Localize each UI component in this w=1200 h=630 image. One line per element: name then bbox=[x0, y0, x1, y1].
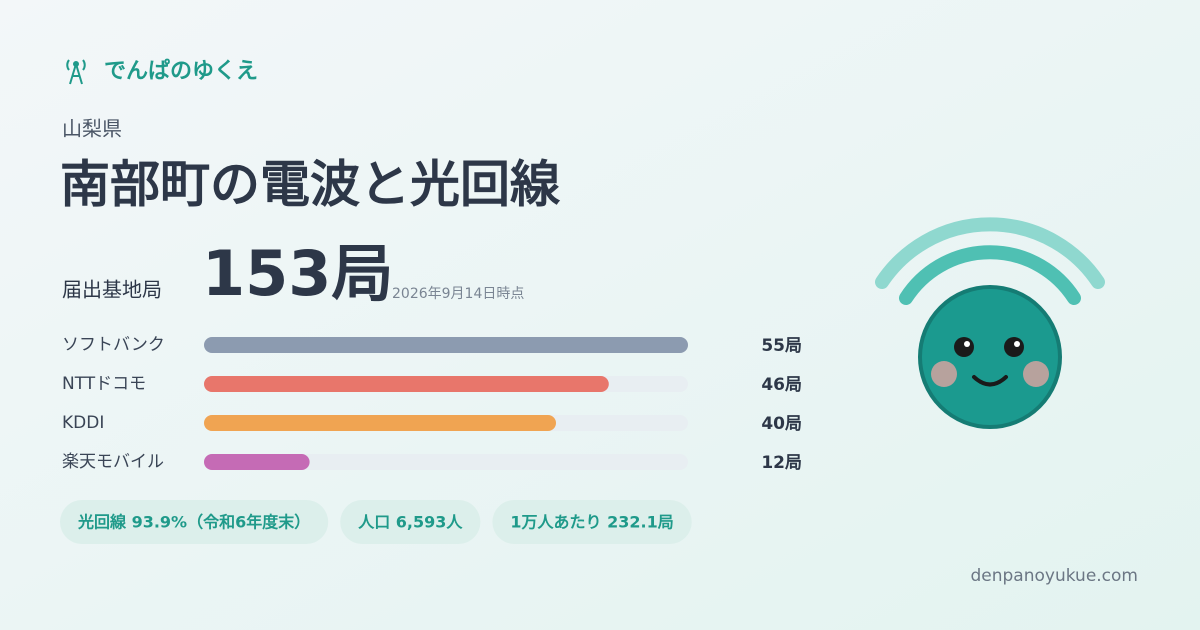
prefecture: 山梨県 bbox=[62, 117, 122, 141]
bar bbox=[204, 415, 556, 431]
bar bbox=[204, 454, 310, 470]
bar bbox=[204, 337, 688, 353]
value-label: 55局 bbox=[761, 336, 802, 356]
total: 153局 bbox=[202, 237, 393, 310]
stat-text: 人口 6,593人 bbox=[357, 513, 463, 532]
mascot bbox=[875, 217, 1105, 429]
stat-pill bbox=[340, 500, 481, 544]
brand: でんぱのゆくえ bbox=[104, 58, 258, 84]
as-of: 2026年9月14日時点 bbox=[392, 286, 524, 302]
total-label: 届出基地局 bbox=[62, 278, 162, 302]
stat-pill bbox=[60, 500, 329, 544]
category-label: KDDI bbox=[62, 413, 104, 433]
bar-track bbox=[204, 454, 688, 470]
site: denpanoyukue.com bbox=[970, 566, 1138, 586]
stat-text: 光回線 93.9%（令和6年度末） bbox=[77, 513, 310, 532]
brand-icon bbox=[66, 59, 86, 85]
stat-pill bbox=[492, 500, 692, 544]
bar bbox=[204, 376, 609, 392]
value-label: 40局 bbox=[761, 414, 802, 434]
stat-text: 1万人あたり 232.1局 bbox=[510, 513, 673, 532]
category-label: NTTドコモ bbox=[62, 374, 146, 394]
value-label: 12局 bbox=[761, 453, 802, 473]
category-label: 楽天モバイル bbox=[62, 452, 164, 472]
value-label: 46局 bbox=[761, 375, 802, 395]
title: 南部町の電波と光回線 bbox=[60, 156, 561, 214]
category-label: ソフトバンク bbox=[62, 335, 165, 355]
